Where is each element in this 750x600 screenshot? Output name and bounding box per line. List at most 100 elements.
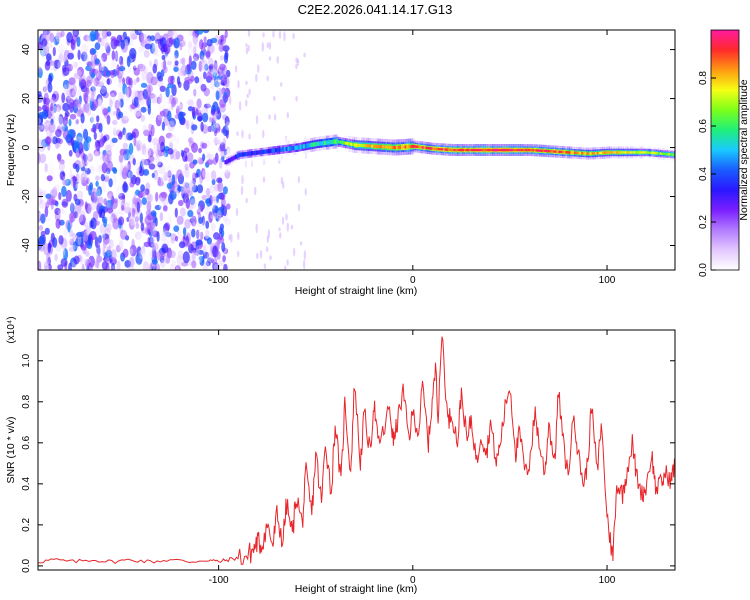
spectrogram-noise-cell — [174, 207, 178, 218]
colorbar-tick-label: 0.2 — [698, 215, 709, 229]
spectrogram-noise-cell — [189, 217, 196, 224]
spectrogram-noise-cell — [147, 104, 151, 115]
spectrogram-ridge-cell — [402, 145, 406, 149]
snr-panel: -100 0 100 0.0 0.2 0.4 0.6 0.8 1.0 Height of st… — [5, 316, 676, 595]
spectrogram-noise-cell — [108, 178, 113, 188]
spectrogram-ridge-cell — [315, 141, 319, 147]
spectrogram-ridge-cell — [399, 145, 403, 149]
spectrogram-noise-cell — [214, 60, 218, 72]
spectrogram-ridge-cell — [526, 148, 530, 152]
spectrogram-noise-cell — [269, 255, 272, 261]
spectrogram-noise-cell — [118, 154, 124, 163]
spectrogram-noise-cell — [157, 161, 163, 168]
spectrogram-noise-cell — [38, 111, 46, 119]
spectrogram-noise-cell — [94, 260, 99, 269]
spectrogram-ridge-cell — [360, 144, 364, 147]
spectrogram-noise-cell — [181, 187, 185, 194]
spectrogram-noise-cell — [44, 216, 51, 222]
spectrogram-noise-cell — [214, 205, 219, 214]
spectrogram-ridge-cell — [575, 151, 579, 155]
spectrogram-noise-cell — [172, 148, 179, 161]
spectrogram-ridge-cell — [318, 141, 322, 146]
spectrogram-ridge-cell — [276, 147, 280, 153]
spectrogram-ridge-cell — [409, 145, 413, 148]
spectrogram-noise-cell — [181, 57, 186, 66]
spectrogram-ridge-cell — [636, 151, 640, 154]
spectrogram-noise-cell — [88, 60, 96, 70]
spectrogram-noise-cell — [38, 124, 43, 131]
spectrogram-noise-cell — [129, 31, 137, 38]
spectrogram-noise-cell — [216, 130, 220, 141]
spectrogram-ridge-cell — [329, 140, 333, 145]
spectrogram-noise-cell — [224, 218, 231, 226]
spectrogram-noise-cell — [58, 114, 64, 125]
spectrogram-noise-cell — [124, 36, 131, 44]
spectrogram-noise-cell — [194, 76, 200, 84]
spectrogram-noise-cell — [116, 260, 121, 270]
spectrogram-noise-cell — [68, 262, 72, 270]
spectrogram-noise-cell — [90, 72, 96, 79]
spectrogram-noise-cell — [138, 165, 143, 174]
spectrogram-noise-cell — [158, 197, 163, 210]
spectrogram-ridge-cell — [395, 145, 399, 149]
spectrogram-noise-cell — [123, 112, 129, 121]
spectrogram-noise-cell — [103, 218, 107, 228]
spectrogram-noise-cell — [212, 262, 219, 270]
spectrogram-noise-cell — [184, 32, 190, 39]
spectrogram-noise-cell — [61, 123, 65, 134]
spectrogram-noise-cell — [99, 208, 106, 219]
spectrogram-ridge-cell — [229, 157, 233, 162]
spectrogram-noise-cell — [283, 31, 286, 42]
spectrogram-ridge-cell — [500, 148, 504, 152]
spectrogram-ridge-cell — [612, 151, 616, 154]
spectrogram-noise-cell — [196, 98, 202, 109]
spectrogram-noise-cell — [38, 243, 45, 252]
spectrogram-noise-cell — [192, 159, 198, 165]
spectrogram-ridge-cell — [542, 149, 546, 152]
spectrogram-ridge-cell — [596, 152, 600, 155]
spectrogram-ridge-cell — [579, 152, 583, 155]
spectrogram-noise-cell — [106, 160, 114, 172]
spectrogram-noise-cell — [286, 259, 289, 266]
spectrogram-ridge-cell — [481, 148, 485, 152]
colorbar-tick-label: 0.8 — [698, 71, 709, 85]
y-tick-label: 1.0 — [21, 353, 32, 367]
spectrogram-ridge-cell — [355, 143, 359, 147]
spectrogram-noise-cell — [96, 254, 100, 265]
spectrogram-ridge-cell — [371, 144, 375, 148]
spectrogram-noise-cell — [202, 170, 206, 178]
spectrogram-noise-cell — [89, 92, 97, 102]
spectrogram-noise-cell — [136, 201, 140, 213]
spectrogram-noise-cell — [208, 211, 213, 224]
spectrogram-y-ticks: -40 -20 0 20 40 — [21, 44, 675, 253]
spectrogram-noise-cell — [169, 190, 177, 200]
spectrogram-ridge-cell — [299, 144, 303, 149]
spectrogram-ridge-cell — [621, 151, 625, 154]
spectrogram-ridge-cell — [236, 153, 240, 158]
spectrogram-ridge-cell — [269, 148, 273, 153]
spectrogram-ridge-cell — [456, 148, 460, 152]
spectrogram-noise-cell — [130, 33, 138, 40]
spectrogram-noise-cell — [284, 265, 287, 270]
spectrogram-noise-cell — [150, 76, 158, 86]
spectrogram-noise-cell — [91, 99, 99, 109]
spectrogram-ridge-cell — [285, 146, 289, 151]
spectrogram-noise-cell — [295, 95, 298, 102]
spectrogram-y-axis-label: Frequency (Hz) — [5, 114, 17, 186]
spectrogram-ridge-cell — [589, 152, 593, 155]
spectrogram-noise-cell — [42, 86, 48, 93]
spectrogram-ridge-cell — [598, 151, 602, 155]
spectrogram-noise-cell — [117, 198, 124, 204]
spectrogram-noise-cell — [162, 65, 168, 74]
spectrogram-noise-cell — [245, 80, 248, 85]
spectrogram-noise-cell — [202, 244, 207, 255]
spectrogram-noise-cell — [205, 151, 211, 161]
spectrogram-noise-cell — [64, 209, 70, 219]
spectrogram-noise-cell — [49, 32, 55, 43]
spectrogram-noise-cell — [210, 124, 216, 133]
spectrogram-noise-cell — [211, 185, 219, 195]
spectrogram-noise-cell — [104, 37, 108, 50]
spectrogram-ridge-cell — [257, 150, 261, 155]
spectrogram-noise-cell — [87, 140, 92, 150]
spectrogram-noise-cell — [176, 136, 180, 145]
